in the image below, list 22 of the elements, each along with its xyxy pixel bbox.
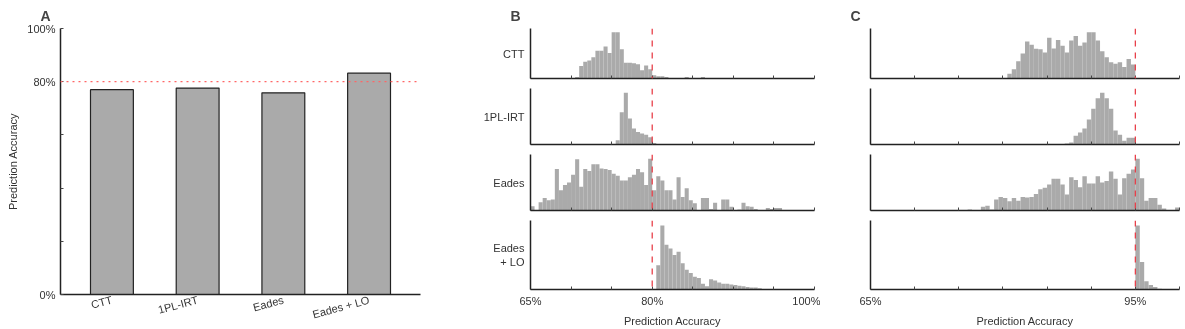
x-tick-label: Eades + LO	[311, 293, 372, 321]
y-tick-label: 100%	[27, 22, 56, 35]
y-axis-title: Eades + LO	[493, 241, 525, 269]
chart-title: B	[510, 7, 521, 24]
x-tick-label: CTT	[89, 293, 114, 311]
y-axis-title: 1PL-IRT	[483, 110, 525, 123]
x-tick-label: Eades	[251, 293, 286, 314]
x-axis-title: Prediction Accuracy	[623, 314, 721, 327]
y-axis-title: CTT	[503, 47, 525, 60]
x-tick-label: 65%	[519, 294, 542, 307]
x-axis-title: Prediction Accuracy	[976, 314, 1074, 327]
x-tick-label: 100%	[792, 294, 821, 307]
y-tick-label: 0%	[39, 288, 56, 301]
x-tick-label: 80%	[641, 294, 664, 307]
chart-title: A	[40, 7, 51, 24]
chart-title: C	[850, 7, 861, 24]
x-tick-label: 95%	[1124, 294, 1147, 307]
y-axis-title: Prediction Accuracy	[7, 113, 20, 211]
y-tick-label: 80%	[33, 75, 56, 88]
y-axis-title: Eades	[493, 176, 525, 189]
x-tick-label: 65%	[859, 294, 882, 307]
x-tick-label: 1PL-IRT	[156, 293, 200, 316]
